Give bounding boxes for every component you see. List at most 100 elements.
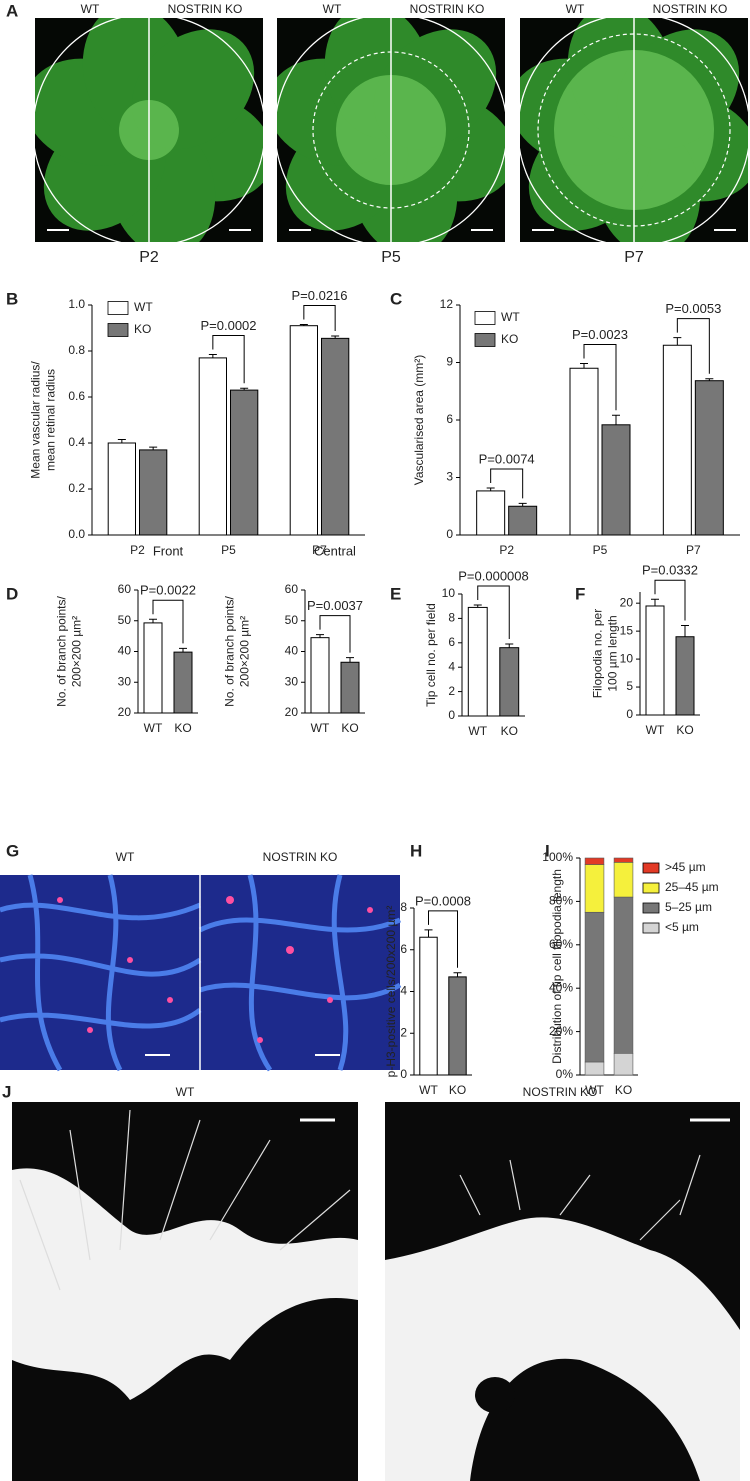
y-tick-label: 40 — [285, 644, 299, 658]
error-bar — [612, 414, 620, 425]
retina-image — [520, 18, 748, 242]
significance-bracket — [490, 468, 524, 499]
bar — [476, 490, 506, 536]
bar — [675, 636, 695, 716]
y-tick-label: 9 — [446, 355, 453, 369]
p-value: P=0.0002 — [200, 318, 256, 333]
y-tick-label: 2 — [400, 1025, 407, 1039]
legend-swatch — [642, 882, 660, 894]
bar — [601, 424, 631, 536]
y-tick-label: 20% — [549, 1024, 573, 1038]
bar-segment — [613, 896, 634, 1054]
retina-image — [277, 18, 505, 242]
image-caption: P5 — [381, 249, 401, 266]
y-axis-label: Mean vascular radius/ — [29, 361, 43, 479]
y-tick-label: 20 — [118, 705, 132, 719]
legend-label: >45 µm — [665, 860, 706, 874]
y-tick-label: 0.4 — [68, 435, 85, 449]
image-label: NOSTRIN KO — [523, 1085, 598, 1099]
legend-swatch — [642, 862, 660, 874]
y-tick-label: 30 — [118, 674, 132, 688]
significance-bracket — [654, 579, 686, 621]
x-tick-label: KO — [449, 1083, 466, 1097]
y-axis-label: Filopodia no. per — [591, 609, 605, 698]
y-tick-label: 6 — [446, 412, 453, 426]
retina-image — [35, 18, 263, 242]
retina — [520, 18, 748, 242]
legend-swatch — [107, 301, 129, 315]
panel-label: G — [6, 841, 19, 860]
y-tick-label: 8 — [400, 900, 407, 914]
panel-label: E — [390, 584, 401, 603]
x-tick-label: WT — [311, 721, 330, 735]
x-tick-label: KO — [676, 723, 693, 737]
significance-bracket — [212, 334, 245, 384]
panel-label: J — [2, 1082, 11, 1101]
lumen — [475, 1377, 515, 1413]
significance-bracket — [676, 318, 710, 374]
bar — [143, 622, 163, 714]
bar — [139, 449, 168, 536]
error-bar — [240, 387, 249, 391]
image-label: NOSTRIN KO — [168, 2, 243, 16]
bar — [645, 605, 665, 716]
x-tick-label: KO — [341, 721, 358, 735]
panel-label: D — [6, 584, 18, 603]
x-tick-label: WT — [419, 1083, 438, 1097]
image-label: NOSTRIN KO — [263, 850, 338, 864]
error-bar — [179, 647, 187, 653]
bar — [508, 505, 538, 536]
x-tick-label: P2 — [499, 543, 514, 557]
y-axis-label: 200×200 µm² — [70, 616, 84, 687]
filopodia — [459, 1154, 701, 1241]
image-label: WT — [566, 2, 585, 16]
tip-cells — [12, 1168, 358, 1400]
y-tick-label: 10 — [442, 586, 456, 600]
y-axis-label: No. of branch points/ — [223, 595, 237, 706]
significance-bracket — [303, 305, 336, 332]
y-tick-label: 2 — [448, 684, 455, 698]
bar — [340, 661, 360, 714]
p-value: P=0.0022 — [140, 583, 196, 598]
y-tick-label: 4 — [400, 984, 407, 998]
error-bar — [208, 353, 217, 358]
image-label: NOSTRIN KO — [653, 2, 728, 16]
y-tick-label: 20 — [285, 705, 299, 719]
image-label: WT — [323, 2, 342, 16]
error-bar — [424, 929, 433, 938]
y-tick-label: 0 — [626, 707, 633, 721]
significance-bracket — [583, 343, 617, 411]
panel-label: F — [575, 584, 585, 603]
legend-swatch — [642, 902, 660, 914]
x-tick-label: P7 — [686, 543, 701, 557]
bar — [694, 380, 724, 536]
legend-label: 5–25 µm — [665, 900, 712, 914]
y-tick-label: 50 — [285, 613, 299, 627]
y-tick-label: 5 — [626, 679, 633, 693]
significance-bracket — [319, 615, 351, 653]
retina — [277, 18, 505, 242]
x-tick-label: WT — [468, 724, 487, 738]
chart-title: Front — [153, 543, 184, 558]
legend-label: 25–45 µm — [665, 880, 719, 894]
error-bar — [299, 324, 308, 326]
bar — [173, 651, 193, 714]
y-axis-label: mean retinal radius — [44, 369, 58, 471]
p-value: P=0.0332 — [642, 563, 698, 578]
bar-segment — [584, 864, 605, 913]
error-bar — [518, 502, 527, 507]
panel-label: I — [545, 841, 550, 860]
y-tick-label: 0.8 — [68, 343, 85, 357]
bar — [198, 357, 227, 536]
error-bar — [117, 439, 126, 443]
error-bar — [705, 378, 714, 381]
panel-label: B — [6, 289, 18, 308]
y-tick-label: 30 — [285, 674, 299, 688]
x-tick-label: WT — [646, 723, 665, 737]
bar — [499, 647, 520, 717]
y-tick-label: 20 — [620, 595, 634, 609]
error-bar — [453, 972, 462, 977]
x-tick-label: P7 — [312, 543, 327, 557]
image-label: WT — [116, 850, 135, 864]
